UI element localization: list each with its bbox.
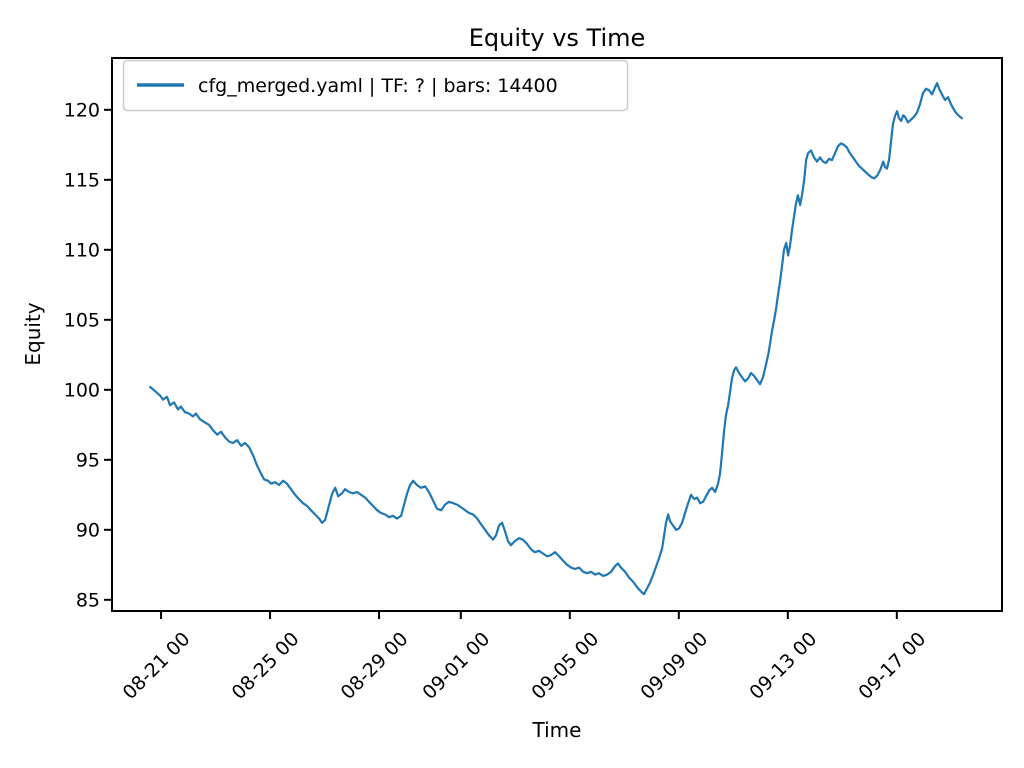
equity-line [149,82,964,596]
legend: cfg_merged.yaml | TF: ? | bars: 14400 [122,59,629,112]
y-axis-label: Equity [21,302,45,365]
y-tick-label: 115 [64,169,100,191]
chart-title: Equity vs Time [469,24,646,52]
x-tick-label: 09-09 00 [636,628,712,704]
y-axis-ticks: 85 90 95 100 105 110 115 120 [64,99,112,611]
axes-frame [111,57,1003,612]
x-axis-ticks: 08-21 00 08-25 00 08-29 00 09-01 00 09-05 00… [119,611,930,704]
x-tick-label: 08-29 00 [337,628,413,704]
y-tick-label: 100 [64,379,100,401]
x-tick-label: 09-05 00 [527,628,603,704]
y-tick-label: 105 [64,309,100,331]
y-tick-label: 95 [76,449,100,471]
x-tick-label: 08-25 00 [228,628,304,704]
x-axis-label: Time [532,718,582,742]
y-tick-label: 120 [64,99,100,121]
x-tick-label: 09-01 00 [418,628,494,704]
legend-box [122,59,629,112]
x-tick-label: 09-13 00 [745,628,821,704]
x-tick-label: 08-21 00 [119,628,195,704]
y-tick-label: 90 [76,519,100,541]
legend-label: cfg_merged.yaml | TF: ? | bars: 14400 [198,75,558,97]
x-tick-label: 09-17 00 [854,628,930,704]
y-tick-label: 85 [76,589,100,611]
y-tick-label: 110 [64,239,100,261]
